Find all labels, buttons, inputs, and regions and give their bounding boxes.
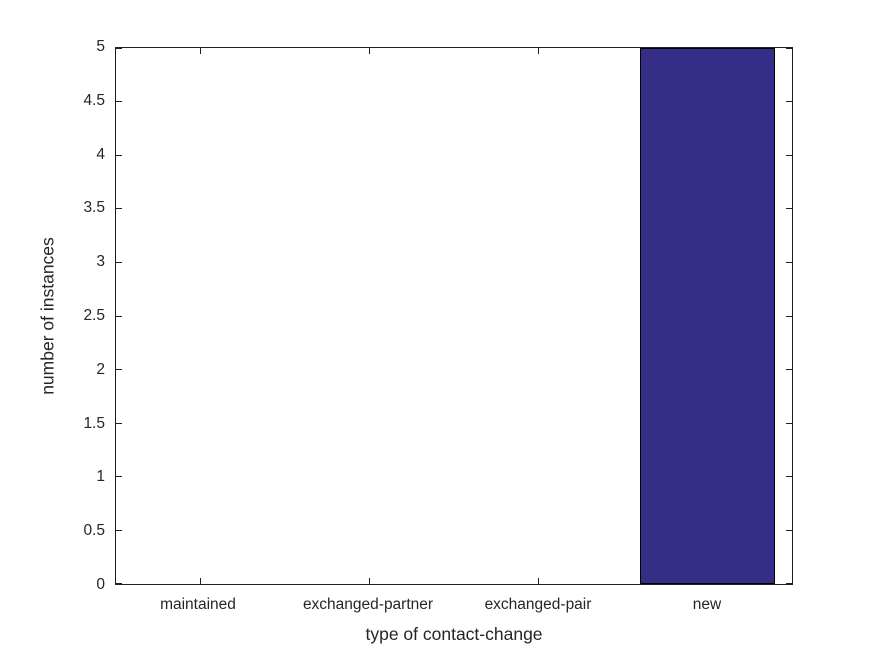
tick-mark xyxy=(786,48,792,49)
x-tick-label: exchanged-pair xyxy=(484,596,592,613)
tick-mark xyxy=(116,422,122,424)
y-tick-label: 5 xyxy=(96,38,105,55)
y-tick-label: 1.5 xyxy=(83,415,105,432)
y-tick-label: 3 xyxy=(96,253,105,270)
tick-mark xyxy=(786,261,792,263)
y-tick-label: 0 xyxy=(96,576,105,593)
tick-mark xyxy=(116,154,122,156)
tick-mark xyxy=(786,422,792,424)
tick-mark xyxy=(538,48,539,54)
y-tick-label: 2 xyxy=(96,361,105,378)
tick-mark xyxy=(786,529,792,531)
y-tick-label: 3.5 xyxy=(83,199,105,216)
y-tick-label: 4.5 xyxy=(83,92,105,109)
y-tick-label: 2.5 xyxy=(83,307,105,324)
tick-mark xyxy=(116,261,122,263)
tick-mark xyxy=(116,208,122,210)
tick-mark xyxy=(786,476,792,478)
tick-mark xyxy=(116,48,122,49)
tick-mark xyxy=(786,583,792,584)
y-tick-label: 4 xyxy=(96,146,105,163)
bar-new xyxy=(639,48,776,584)
tick-mark xyxy=(200,578,201,584)
tick-mark xyxy=(116,101,122,103)
tick-mark xyxy=(369,48,370,54)
tick-mark xyxy=(200,48,201,54)
tick-mark xyxy=(116,583,122,584)
tick-mark xyxy=(369,578,370,584)
tick-mark xyxy=(786,101,792,103)
x-tick-label: exchanged-partner xyxy=(302,596,434,613)
tick-mark xyxy=(786,154,792,156)
tick-mark xyxy=(786,315,792,317)
y-tick-label: 1 xyxy=(96,468,105,485)
tick-mark xyxy=(116,369,122,371)
y-tick-label: 0.5 xyxy=(83,522,105,539)
tick-mark xyxy=(116,529,122,531)
x-axis-label: type of contact-change xyxy=(365,624,543,644)
plot-area xyxy=(115,47,793,585)
y-axis-label: number of instances xyxy=(37,237,58,395)
x-tick-label: maintained xyxy=(160,596,236,613)
tick-mark xyxy=(786,208,792,210)
x-tick-label: new xyxy=(692,596,722,613)
tick-mark xyxy=(116,315,122,317)
tick-mark xyxy=(538,578,539,584)
tick-mark xyxy=(786,369,792,371)
tick-mark xyxy=(116,476,122,478)
